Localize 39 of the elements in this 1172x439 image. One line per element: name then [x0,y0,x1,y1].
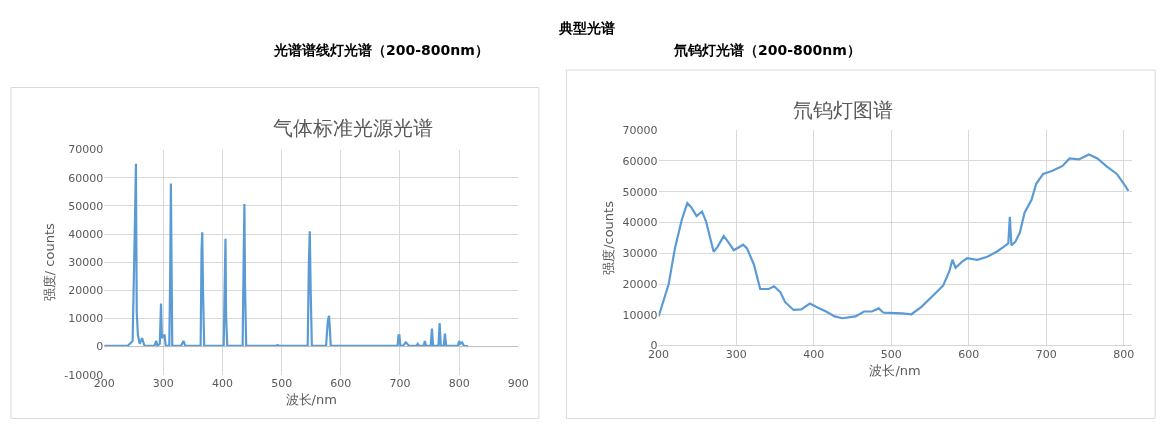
y-tick-label: 50000 [622,185,658,199]
x-tick-label: 500 [271,376,293,390]
x-tick-label: 600 [958,347,980,361]
text: 氘钨灯光谱（200-800nm） [673,42,861,58]
chart-title: 气体标准光源光谱 [273,116,433,140]
x-tick-label: 700 [1035,347,1057,361]
x-axis-title: 波长/nm [869,363,921,379]
y-axis-title: 强度/counts [600,200,616,275]
y-tick-label: 50000 [68,199,104,213]
y-tick-label: 40000 [622,216,658,230]
x-tick-label: 400 [212,376,234,390]
x-tick-label: 800 [1113,347,1135,361]
x-tick-label: 400 [803,347,825,361]
x-tick-label: 300 [725,347,747,361]
x-tick-label: 900 [507,376,529,390]
y-tick-label: 30000 [68,256,104,270]
x-tick-label: 700 [389,376,411,390]
x-tick-label: 500 [880,347,902,361]
line-series [658,153,1130,320]
x-axis-title: 波长/nm [285,392,337,408]
y-tick-label: 70000 [68,143,104,157]
y-tick-label: 40000 [68,227,104,241]
y-tick-label: 0 [96,340,104,354]
line-series [104,162,470,348]
chart-title: 氘钨灯图谱 [793,98,893,122]
y-tick-label: 20000 [68,284,104,298]
y-tick-label: 10000 [622,308,658,322]
y-axis-title: 强度/ counts [42,222,58,302]
x-tick-label: 600 [330,376,352,390]
x-tick-label: 300 [152,376,174,390]
y-tick-label: 60000 [68,171,104,185]
text: 光谱谱线灯光谱（200-800nm） [273,42,489,58]
y-tick-label: 70000 [622,124,658,138]
y-tick-label: 20000 [622,277,658,291]
y-tick-label: 10000 [68,312,104,326]
text: 典型光谱 [558,20,615,36]
y-tick-label: 30000 [622,247,658,261]
y-tick-label: 60000 [622,154,658,168]
x-tick-label: 800 [448,376,470,390]
